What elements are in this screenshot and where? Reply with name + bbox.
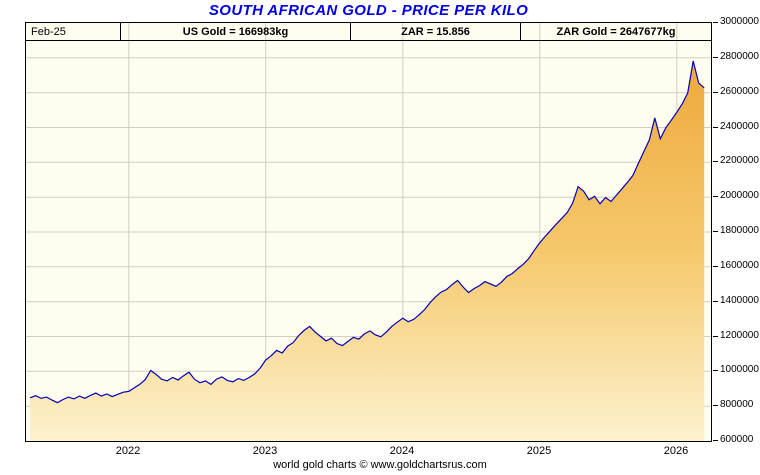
y-tick-label: 800000	[720, 399, 754, 410]
y-tick-label: 2200000	[720, 155, 759, 166]
zar-gold-value: ZAR Gold = 2647677kg	[556, 25, 676, 38]
y-axis-tick	[713, 127, 718, 128]
y-tick-label: 2000000	[720, 190, 759, 201]
y-tick-label: 2800000	[720, 51, 759, 62]
y-tick-label: 600000	[720, 434, 754, 445]
x-tick-label: 2023	[252, 445, 278, 457]
y-axis-tick	[713, 405, 718, 406]
y-axis-tick	[713, 92, 718, 93]
x-tick-label: 2024	[389, 445, 415, 457]
y-tick-label: 2400000	[720, 121, 759, 132]
plot-area: Feb-25 US Gold = 166983kg ZAR = 15.856 Z…	[25, 22, 712, 442]
y-tick-label: 1000000	[720, 364, 759, 375]
y-axis-tick	[713, 196, 718, 197]
y-tick-label: 1200000	[720, 330, 759, 341]
zar-rate-value: ZAR = 15.856	[351, 23, 521, 40]
y-axis-tick	[713, 301, 718, 302]
y-tick-label: 1800000	[720, 225, 759, 236]
y-axis-tick	[713, 266, 718, 267]
y-axis-tick	[713, 370, 718, 371]
y-tick-label: 1600000	[720, 260, 759, 271]
y-axis-tick	[713, 57, 718, 58]
x-tick-label: 2022	[115, 445, 141, 457]
y-axis-tick	[713, 440, 718, 441]
price-line	[29, 60, 705, 404]
y-axis-tick	[713, 22, 718, 23]
y-tick-label: 3000000	[720, 16, 759, 27]
x-tick-label: 2026	[663, 445, 689, 457]
date-label: Feb-25	[26, 23, 121, 40]
y-tick-label: 2600000	[720, 86, 759, 97]
us-gold-value: US Gold = 166983kg	[121, 23, 351, 40]
y-axis-tick	[713, 336, 718, 337]
y-axis-tick	[713, 161, 718, 162]
footer-credit: world gold charts © www.goldchartsrus.co…	[273, 459, 487, 471]
page-title: SOUTH AFRICAN GOLD - PRICE PER KILO	[208, 2, 529, 19]
y-tick-label: 1400000	[720, 295, 759, 306]
gold-area-fill	[30, 61, 705, 441]
gold-price-chart	[26, 23, 711, 441]
y-axis-tick	[713, 231, 718, 232]
x-tick-label: 2025	[526, 445, 552, 457]
chart-header: Feb-25 US Gold = 166983kg ZAR = 15.856 Z…	[26, 23, 711, 41]
